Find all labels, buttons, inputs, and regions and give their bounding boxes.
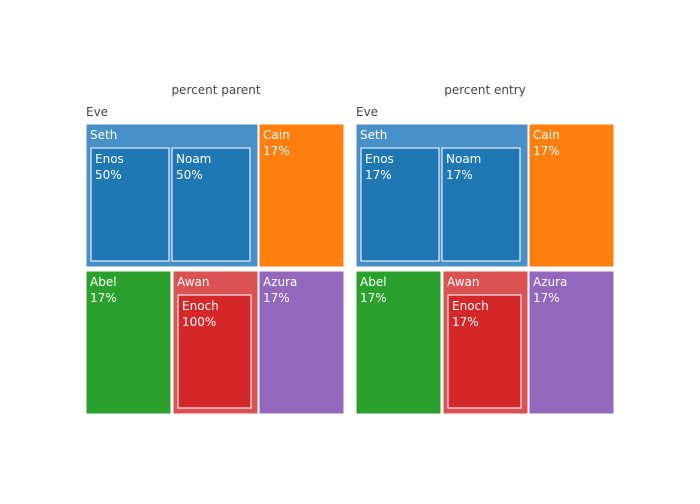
treemap-value-enoch: 100% <box>182 315 216 329</box>
treemap-label-awan: Awan <box>447 275 480 289</box>
treemap-label-cain: Cain <box>263 128 290 142</box>
treemap-label-enos: Enos <box>95 152 124 166</box>
treemap-cell-noam[interactable]: Noam 50% <box>171 147 251 262</box>
treemap-value-cain: 17% <box>263 144 290 158</box>
treemap-cell-azura[interactable]: Azura 17% <box>258 270 345 415</box>
treemap-rect-enoch[interactable] <box>177 294 252 409</box>
treemap-value-enos: 50% <box>95 168 122 182</box>
treemap-rect-cain[interactable] <box>528 123 615 268</box>
treemap-rect-azura[interactable] <box>528 270 615 415</box>
treemap-value-enos: 17% <box>365 168 392 182</box>
treemap-cell-enoch[interactable]: Enoch 100% <box>177 294 252 409</box>
treemap-cell-abel[interactable]: Abel 17% <box>355 270 442 415</box>
treemap-cell-enos[interactable]: Enos 17% <box>360 147 440 262</box>
treemap-value-abel: 17% <box>360 291 387 305</box>
treemap-label-enos: Enos <box>365 152 394 166</box>
root-label: Eve <box>356 105 378 119</box>
treemap-value-cain: 17% <box>533 144 560 158</box>
treemap-label-azura: Azura <box>533 275 567 289</box>
treemap-rect-cain[interactable] <box>258 123 345 268</box>
treemap-rect-noam[interactable] <box>171 147 251 262</box>
treemap-rect-noam[interactable] <box>441 147 521 262</box>
treemap-label-cain: Cain <box>533 128 560 142</box>
treemap-rect-enoch[interactable] <box>447 294 522 409</box>
treemap-cell-cain[interactable]: Cain 17% <box>528 123 615 268</box>
treemap-label-seth: Seth <box>360 128 387 142</box>
treemap-label-enoch: Enoch <box>452 299 489 313</box>
root-label: Eve <box>86 105 108 119</box>
treemap-rect-abel[interactable] <box>355 270 442 415</box>
treemap-panel-percent-parent: percent parent Eve Seth Enos 50% Noam 50% Cai… <box>85 83 345 415</box>
treemap-rect-azura[interactable] <box>258 270 345 415</box>
treemap-value-enoch: 17% <box>452 315 479 329</box>
treemap-cell-noam[interactable]: Noam 17% <box>441 147 521 262</box>
treemap-label-seth: Seth <box>90 128 117 142</box>
treemap-value-noam: 17% <box>446 168 473 182</box>
treemap-cell-azura[interactable]: Azura 17% <box>528 270 615 415</box>
treemap-rect-abel[interactable] <box>85 270 172 415</box>
treemap-label-noam: Noam <box>176 152 211 166</box>
treemap-label-awan: Awan <box>177 275 210 289</box>
treemap-label-noam: Noam <box>446 152 481 166</box>
treemap-label-azura: Azura <box>263 275 297 289</box>
treemap-cell-enoch[interactable]: Enoch 17% <box>447 294 522 409</box>
treemap-rect-enos[interactable] <box>360 147 440 262</box>
treemap-label-abel: Abel <box>360 275 387 289</box>
treemap-cell-enos[interactable]: Enos 50% <box>90 147 170 262</box>
treemap-rect-enos[interactable] <box>90 147 170 262</box>
treemap-panel-percent-entry: percent entry Eve SethEnos17%Noam17%Cain… <box>355 83 615 415</box>
panel-title: percent entry <box>444 83 526 97</box>
treemap-label-enoch: Enoch <box>182 299 219 313</box>
treemap-value-azura: 17% <box>263 291 290 305</box>
treemap-value-noam: 50% <box>176 168 203 182</box>
treemap-value-abel: 17% <box>90 291 117 305</box>
panel-title: percent parent <box>171 83 260 97</box>
treemap-cell-cain[interactable]: Cain 17% <box>258 123 345 268</box>
treemap-cell-abel[interactable]: Abel 17% <box>85 270 172 415</box>
treemap-label-abel: Abel <box>90 275 117 289</box>
treemap-value-azura: 17% <box>533 291 560 305</box>
